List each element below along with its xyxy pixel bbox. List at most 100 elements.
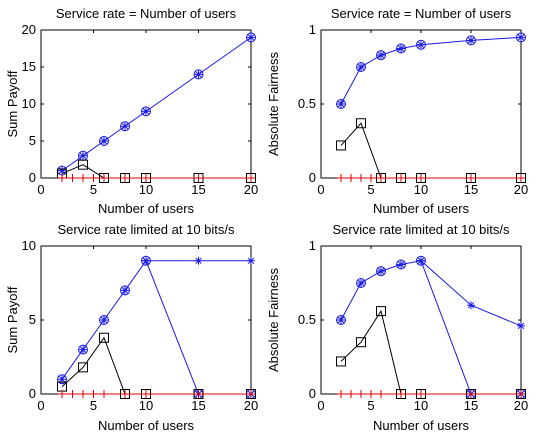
data-point-plus [347,390,355,398]
x-tick-label: 10 [414,182,428,197]
data-point-plus [397,390,405,398]
data-point-plus [417,390,425,398]
data-point-square [336,356,346,367]
data-point-circle [416,39,426,50]
subplot-title: Service rate limited at 10 bits/s [57,222,235,237]
data-point-asterisk [337,316,345,324]
data-point-circle [120,121,130,132]
data-point-plus [142,174,150,182]
x-tick-label: 10 [139,398,153,413]
x-axis-label: Number of users [373,201,470,216]
data-point-asterisk [58,375,66,384]
y-tick-label: 15 [22,59,36,74]
data-point-circle [57,374,67,385]
data-point-plus [357,174,365,182]
data-point-circle [466,35,476,46]
y-tick-label: 10 [22,96,36,111]
data-point-asterisk [142,107,150,116]
data-point-asterisk [467,36,475,45]
data-point-plus [357,390,365,398]
data-point-plus [100,174,108,182]
series-line-blue [61,36,252,172]
axes-box [320,29,522,179]
data-point-circle [99,136,109,146]
data-point-circle [141,106,151,117]
series-line-blue [61,259,251,395]
series-line-blue [420,260,522,327]
y-tick-label: 1 [309,238,316,253]
x-tick-label: 5 [367,398,374,413]
axes-box [40,29,252,179]
data-point-asterisk [247,33,255,42]
x-axis-label: Number of users [98,201,195,216]
x-tick-label: 0 [37,182,44,197]
y-tick-label: 0.5 [298,312,316,327]
y-tick-label: 0 [309,386,316,401]
y-tick-label: 5 [29,312,36,327]
x-tick-label: 0 [317,398,324,413]
y-tick-label: 5 [29,133,36,148]
data-point-asterisk [121,122,129,131]
data-point-circle [78,344,88,355]
data-point-asterisk [397,260,405,269]
data-point-plus [79,390,87,398]
data-point-asterisk [377,267,385,276]
data-point-plus [121,390,129,398]
data-point-asterisk [377,51,385,60]
data-point-asterisk [357,279,365,287]
x-tick-label: 20 [244,398,258,413]
x-tick-label: 15 [191,182,205,197]
y-axis-label: Sum Payoff [5,70,20,137]
subplot-sum-payoff-equal-rate: Service rate = Number of users Number of… [5,6,258,216]
data-point-asterisk [467,301,475,310]
data-point-circle [396,43,406,54]
x-tick-label: 15 [191,398,205,413]
data-point-circle [120,285,130,296]
data-point-plus [397,174,405,182]
data-point-circle [356,62,366,72]
x-tick-label: 0 [317,182,324,197]
subplot-sum-payoff-limited-rate: Service rate limited at 10 bits/s Number… [5,222,258,433]
data-point-plus [121,174,129,182]
data-point-plus [337,390,345,398]
data-point-circle [336,315,346,325]
data-point-plus [377,174,385,182]
data-point-asterisk [247,256,255,265]
data-point-circle [516,32,526,43]
data-point-circle [376,266,386,277]
data-point-asterisk [79,151,87,160]
data-point-asterisk [100,316,108,324]
x-tick-label: 5 [90,182,97,197]
subplot-fairness-limited-rate: Service rate limited at 10 bits/s Number… [266,222,528,433]
y-tick-label: 0.5 [298,96,316,111]
data-point-square [99,332,109,343]
data-point-asterisk [142,256,150,265]
data-point-plus [467,390,475,398]
subplot-title: Service rate limited at 10 bits/s [332,222,510,237]
x-tick-label: 20 [514,182,528,197]
data-point-plus [367,390,375,398]
data-point-plus [367,174,375,182]
data-point-circle [416,255,426,266]
data-point-plus [89,174,98,182]
data-point-circle [193,69,204,80]
data-point-plus [142,390,150,398]
x-axis-label: Number of users [98,418,195,433]
series-line-black [340,309,521,395]
x-tick-label: 20 [514,398,528,413]
data-point-plus [337,174,345,182]
axes-box [320,245,522,395]
data-point-plus [194,174,203,182]
data-point-plus [517,174,525,182]
data-point-plus [100,390,108,398]
y-tick-label: 1 [309,22,316,37]
x-tick-label: 10 [139,182,153,197]
y-tick-label: 0 [29,386,36,401]
data-point-plus [417,174,425,182]
y-tick-label: 20 [22,22,36,37]
series-line-blue [340,260,521,395]
x-tick-label: 15 [464,182,478,197]
data-point-asterisk [517,321,525,330]
data-point-circle [99,315,109,325]
